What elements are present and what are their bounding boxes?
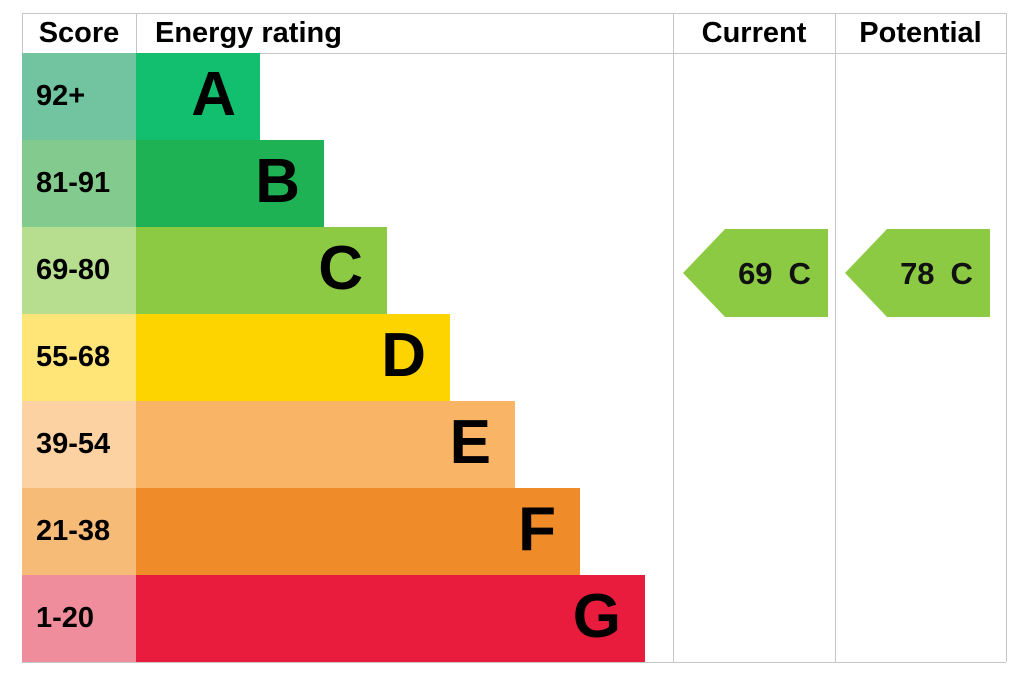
band-letter: A — [191, 59, 236, 129]
table-top-border — [22, 13, 1006, 14]
current-column-divider — [673, 13, 674, 662]
current-rating-letter: C — [788, 255, 811, 291]
potential-rating-arrow: 78 C — [845, 229, 990, 317]
band-row-g: 1-20 G — [22, 575, 645, 662]
band-letter: F — [518, 494, 556, 564]
rating-bar-e: E — [136, 401, 515, 488]
band-letter: B — [255, 146, 300, 216]
band-letter: E — [449, 407, 491, 477]
band-row-c: 69-80 C — [22, 227, 387, 314]
score-range: 55-68 — [22, 314, 136, 401]
band-letter: C — [318, 233, 363, 303]
header-potential: Potential — [859, 17, 982, 49]
score-range: 81-91 — [22, 140, 136, 227]
score-range: 92+ — [22, 53, 136, 140]
band-row-e: 39-54 E — [22, 401, 515, 488]
rating-bar-d: D — [136, 314, 450, 401]
rating-bar-f: F — [136, 488, 580, 575]
band-row-d: 55-68 D — [22, 314, 450, 401]
table-right-border — [1006, 13, 1007, 662]
header-energy-rating: Energy rating — [155, 17, 342, 49]
potential-column-divider — [835, 13, 836, 662]
potential-rating-value: 78 — [900, 255, 935, 291]
current-rating-arrow: 69 C — [683, 229, 828, 317]
current-rating-value: 69 — [738, 255, 773, 291]
score-range: 69-80 — [22, 227, 136, 314]
table-bottom-border — [22, 662, 1006, 663]
score-range: 39-54 — [22, 401, 136, 488]
band-row-a: 92+ A — [22, 53, 260, 140]
band-row-b: 81-91 B — [22, 140, 324, 227]
score-range: 21-38 — [22, 488, 136, 575]
rating-bar-b: B — [136, 140, 324, 227]
rating-bar-a: A — [136, 53, 260, 140]
rating-bar-c: C — [136, 227, 387, 314]
potential-rating-letter: C — [950, 255, 973, 291]
band-letter: G — [572, 581, 621, 651]
score-range: 1-20 — [22, 575, 136, 662]
header-bottom-border — [22, 53, 1006, 54]
header-current: Current — [701, 17, 807, 49]
band-row-f: 21-38 F — [22, 488, 580, 575]
score-column-divider — [136, 13, 137, 53]
rating-bar-g: G — [136, 575, 645, 662]
band-letter: D — [381, 320, 426, 390]
header-score: Score — [38, 17, 120, 49]
